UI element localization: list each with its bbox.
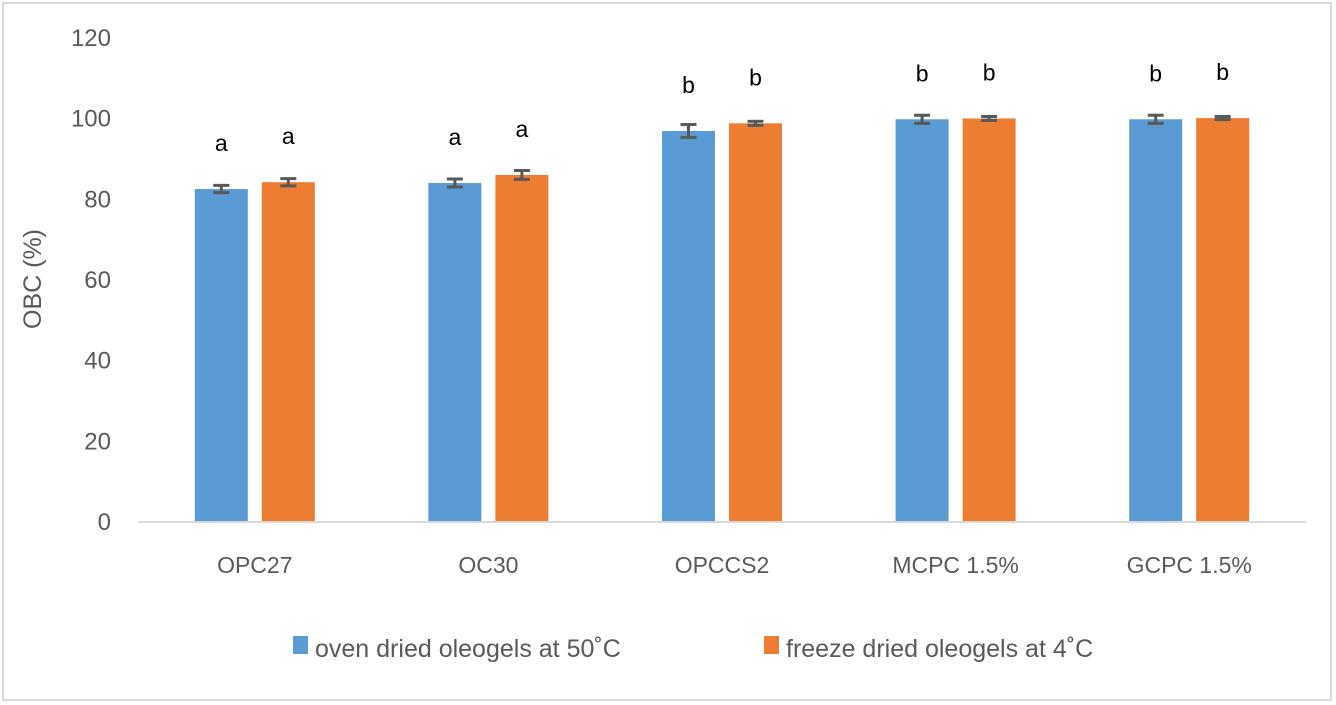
- x-category-label: OPC27: [217, 552, 292, 578]
- bar: [1196, 118, 1250, 521]
- bar: [194, 189, 248, 521]
- error-bar: [914, 113, 931, 125]
- error-bar: [1147, 113, 1164, 125]
- error-bar: [280, 177, 297, 188]
- bar: [962, 118, 1016, 522]
- y-axis-label: OBC (%): [19, 229, 47, 329]
- bar: [261, 182, 315, 521]
- x-category-label: OPCCS2: [675, 552, 770, 578]
- bar: [895, 119, 949, 521]
- significance-label: b: [749, 64, 762, 90]
- legend: oven dried oleogels at 50˚C freeze dried …: [293, 635, 1093, 663]
- y-tick-label: 20: [84, 428, 111, 455]
- error-bar: [513, 169, 530, 181]
- error-bar: [1214, 114, 1231, 122]
- bar: [662, 130, 715, 521]
- significance-label: b: [983, 59, 996, 85]
- significance-label: b: [1216, 59, 1229, 85]
- error-bar: [446, 177, 463, 189]
- legend-item: freeze dried oleogels at 4˚C: [764, 635, 1093, 663]
- significance-label: a: [282, 123, 295, 149]
- significance-label: a: [449, 124, 462, 150]
- significance-label: a: [516, 116, 529, 142]
- significance-label: b: [916, 60, 929, 86]
- bar: [428, 183, 482, 522]
- legend-label: freeze dried oleogels at 4˚C: [786, 635, 1093, 663]
- y-tick-label: 100: [71, 106, 111, 133]
- error-bar: [213, 183, 230, 195]
- y-tick-label: 60: [84, 267, 111, 294]
- significance-label: a: [215, 130, 228, 156]
- legend-swatch: [293, 636, 308, 654]
- x-category-label: OC30: [458, 552, 518, 578]
- bar: [495, 174, 549, 521]
- y-tick-label: 120: [71, 25, 111, 52]
- y-tick-label: 40: [84, 348, 111, 375]
- x-axis-categories: OPC27 OC30 OPCCS2 MCPC 1.5% GCPC 1.5%: [217, 552, 1252, 578]
- significance-label: b: [682, 72, 695, 98]
- bar: [729, 123, 782, 522]
- significance-label: b: [1149, 60, 1162, 86]
- bar: [1129, 119, 1183, 521]
- y-axis-ticks: 0 20 40 60 80 100 120: [71, 25, 111, 536]
- x-category-label: MCPC 1.5%: [892, 552, 1019, 578]
- legend-swatch: [764, 636, 779, 654]
- error-bar: [981, 114, 998, 122]
- legend-item: oven dried oleogels at 50˚C: [293, 635, 621, 663]
- x-category-label: GCPC 1.5%: [1127, 552, 1252, 578]
- error-bar: [680, 123, 697, 139]
- y-tick-label: 80: [84, 186, 111, 213]
- legend-label: oven dried oleogels at 50˚C: [315, 635, 621, 663]
- error-bar: [747, 119, 764, 127]
- y-tick-label: 0: [98, 509, 111, 536]
- bars-group: a a a a b b b b b b: [194, 59, 1250, 522]
